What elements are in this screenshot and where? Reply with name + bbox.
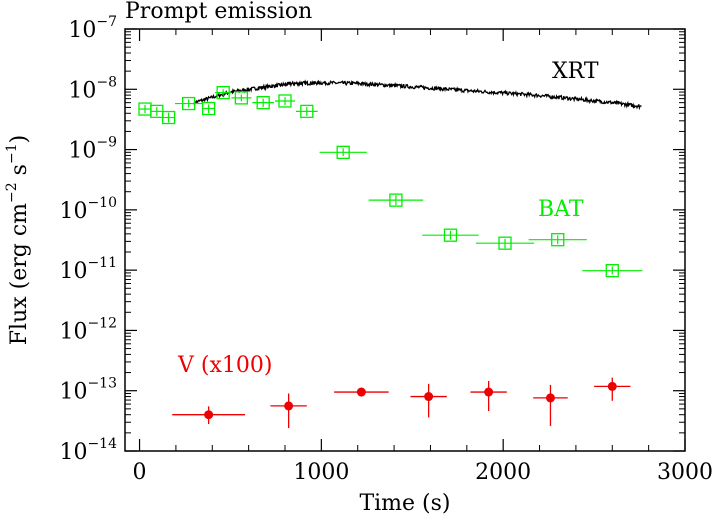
bat-marker [256, 96, 270, 110]
series-label-bat: BAT [538, 197, 584, 222]
axis-ticks: 0 1000 2000 3000 10−14 10−13 10−12 10−11 10−10 10… [59, 14, 713, 485]
y-tick-label: 10−10 [59, 195, 117, 224]
y-tick-label: 10−7 [68, 14, 117, 43]
v-marker [607, 381, 617, 391]
bat-point [319, 145, 367, 159]
bat-point [422, 228, 479, 242]
x-tick-label: 1000 [293, 460, 349, 485]
x-tick-label: 2000 [475, 460, 531, 485]
bat-marker [161, 110, 176, 125]
xrt-lightcurve [193, 79, 642, 111]
v-point [533, 384, 568, 426]
v-marker [356, 387, 366, 397]
v-marker [545, 393, 555, 403]
bat-marker [389, 193, 403, 207]
xrt-series [193, 79, 642, 111]
y-axis-title-prefix: Flux (erg cm [7, 203, 32, 345]
bat-point [201, 101, 216, 116]
y-tick-label: 10−12 [59, 315, 117, 344]
bat-marker [498, 236, 512, 250]
y-axis-title-mid: s [7, 164, 32, 182]
v-series [172, 377, 631, 429]
bat-marker [443, 228, 458, 242]
bat-point [231, 91, 252, 105]
bat-marker [201, 101, 216, 116]
chart-title: Prompt emission [125, 0, 312, 24]
bat-series [138, 85, 643, 278]
bat-point [215, 85, 232, 100]
bat-marker [216, 85, 230, 100]
series-label-xrt: XRT [552, 59, 599, 84]
y-tick-label: 10−9 [68, 135, 117, 164]
bat-point [475, 236, 535, 250]
bat-marker [605, 264, 619, 278]
x-axis-title: Time (s) [359, 491, 450, 516]
y-axis-title-suffix: ) [7, 135, 32, 144]
y-tick-label: 10−13 [59, 376, 117, 405]
v-point [270, 393, 307, 429]
y-tick-label: 10−8 [68, 74, 117, 103]
bat-marker [234, 91, 249, 105]
v-point [470, 380, 507, 412]
bat-point [161, 110, 176, 125]
bat-marker [336, 145, 350, 159]
v-point [594, 377, 631, 401]
bat-point [528, 233, 587, 247]
bat-point [295, 104, 318, 119]
bat-marker [300, 104, 314, 119]
y-tick-label: 10−14 [59, 436, 117, 465]
bat-point [275, 94, 295, 108]
v-point [410, 383, 447, 418]
y-tick-label: 10−11 [59, 255, 117, 284]
bat-point [138, 102, 152, 116]
bat-point [582, 264, 643, 278]
x-tick-label: 0 [133, 460, 147, 485]
bat-marker [551, 233, 565, 247]
plot-frame [124, 28, 686, 452]
bat-point [252, 96, 275, 110]
v-marker [484, 387, 494, 397]
v-marker [424, 392, 434, 402]
y-axis-title: Flux (erg cm−2 s−1) [4, 135, 32, 345]
bat-point [368, 193, 424, 207]
y-axis-title-s-exponent: −1 [4, 143, 20, 164]
v-point [334, 387, 389, 397]
y-axis-title-cm-exponent: −2 [4, 182, 20, 203]
bat-point [150, 104, 164, 119]
v-marker [284, 401, 294, 411]
series-label-v: V (x100) [177, 353, 272, 378]
bat-marker [278, 94, 292, 108]
v-point [172, 406, 245, 425]
v-marker [204, 410, 214, 420]
bat-marker [181, 96, 196, 111]
bat-point [175, 96, 203, 111]
x-tick-label: 3000 [657, 460, 713, 485]
